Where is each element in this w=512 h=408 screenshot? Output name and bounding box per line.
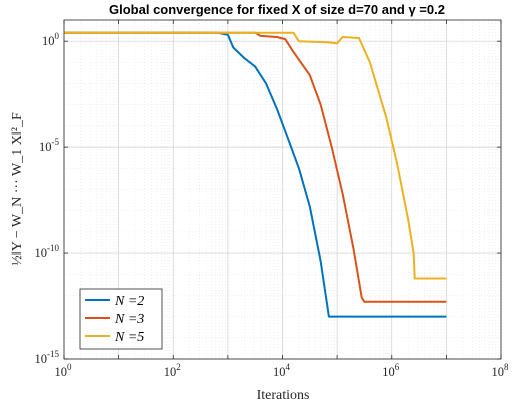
series-line-n2 [64,31,447,318]
tick-marks [63,20,502,360]
series-line-n3 [64,31,447,303]
y-tick-labels: 100 10-5 10-10 10-15 [35,31,60,366]
x-tick-label: 106 [382,362,400,379]
x-axis-label: Iterations [257,388,310,403]
x-tick-label: 102 [164,362,181,379]
x-tick-label: 108 [492,362,510,379]
x-tick-label: 104 [273,362,291,379]
series-lines [64,31,447,318]
y-tick-label: 100 [42,31,60,48]
y-tick-label: 10-10 [35,243,60,260]
y-axis-label: ½‖Y − W_N ··· W_1 X‖²_F [10,112,25,266]
x-tick-label: 100 [55,362,73,379]
legend-label: N =5 [114,330,144,345]
legend-label: N =3 [114,312,144,327]
chart-title: Global convergence for fixed X of size d… [109,2,445,17]
series-line-n5 [64,31,447,280]
x-tick-labels: 100 102 104 106 108 [55,362,510,379]
legend-label: N =2 [114,294,144,309]
legend: N =2 N =3 N =5 [79,288,163,350]
y-tick-label: 10-5 [39,137,59,154]
y-tick-label: 10-15 [35,349,60,366]
